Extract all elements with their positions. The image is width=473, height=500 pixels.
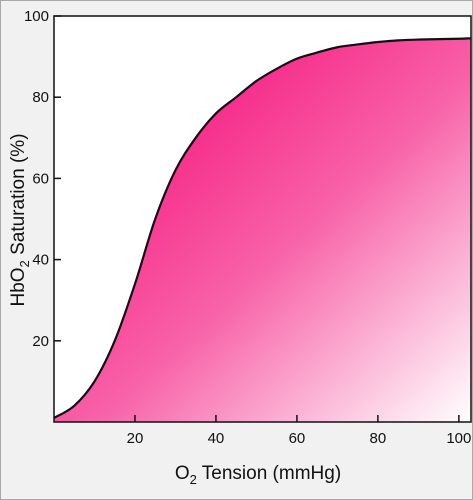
y-axis-title-subscript: 2 — [17, 260, 32, 267]
x-axis-title-suffix: Tension (mmHg) — [197, 463, 341, 484]
x-tick-label: 40 — [208, 430, 225, 447]
y-tick-label: 20 — [32, 333, 49, 350]
y-axis-title: HbO2 Saturation (%) — [8, 133, 32, 306]
y-axis-ticks: 20 40 60 80 100 — [24, 8, 61, 350]
x-axis-ticks: 20 40 60 80 100 — [127, 415, 471, 447]
saturation-area — [54, 38, 471, 422]
y-tick-label: 100 — [24, 8, 49, 25]
x-axis-title-prefix: O — [175, 463, 190, 484]
y-tick-label: 60 — [32, 170, 49, 187]
x-axis-title: O2 Tension (mmHg) — [175, 463, 341, 487]
y-tick-label: 40 — [32, 252, 49, 269]
x-axis-title-subscript: 2 — [190, 472, 197, 487]
y-axis-title-suffix: Saturation (%) — [8, 133, 29, 260]
x-tick-label: 60 — [289, 430, 306, 447]
y-axis-title-prefix: HbO — [8, 267, 29, 306]
plot-border — [53, 15, 472, 423]
y-tick-label: 80 — [32, 89, 49, 106]
x-tick-label: 80 — [370, 430, 387, 447]
x-tick-label: 20 — [127, 430, 144, 447]
x-tick-label: 100 — [446, 430, 471, 447]
saturation-curve — [53, 37, 472, 419]
